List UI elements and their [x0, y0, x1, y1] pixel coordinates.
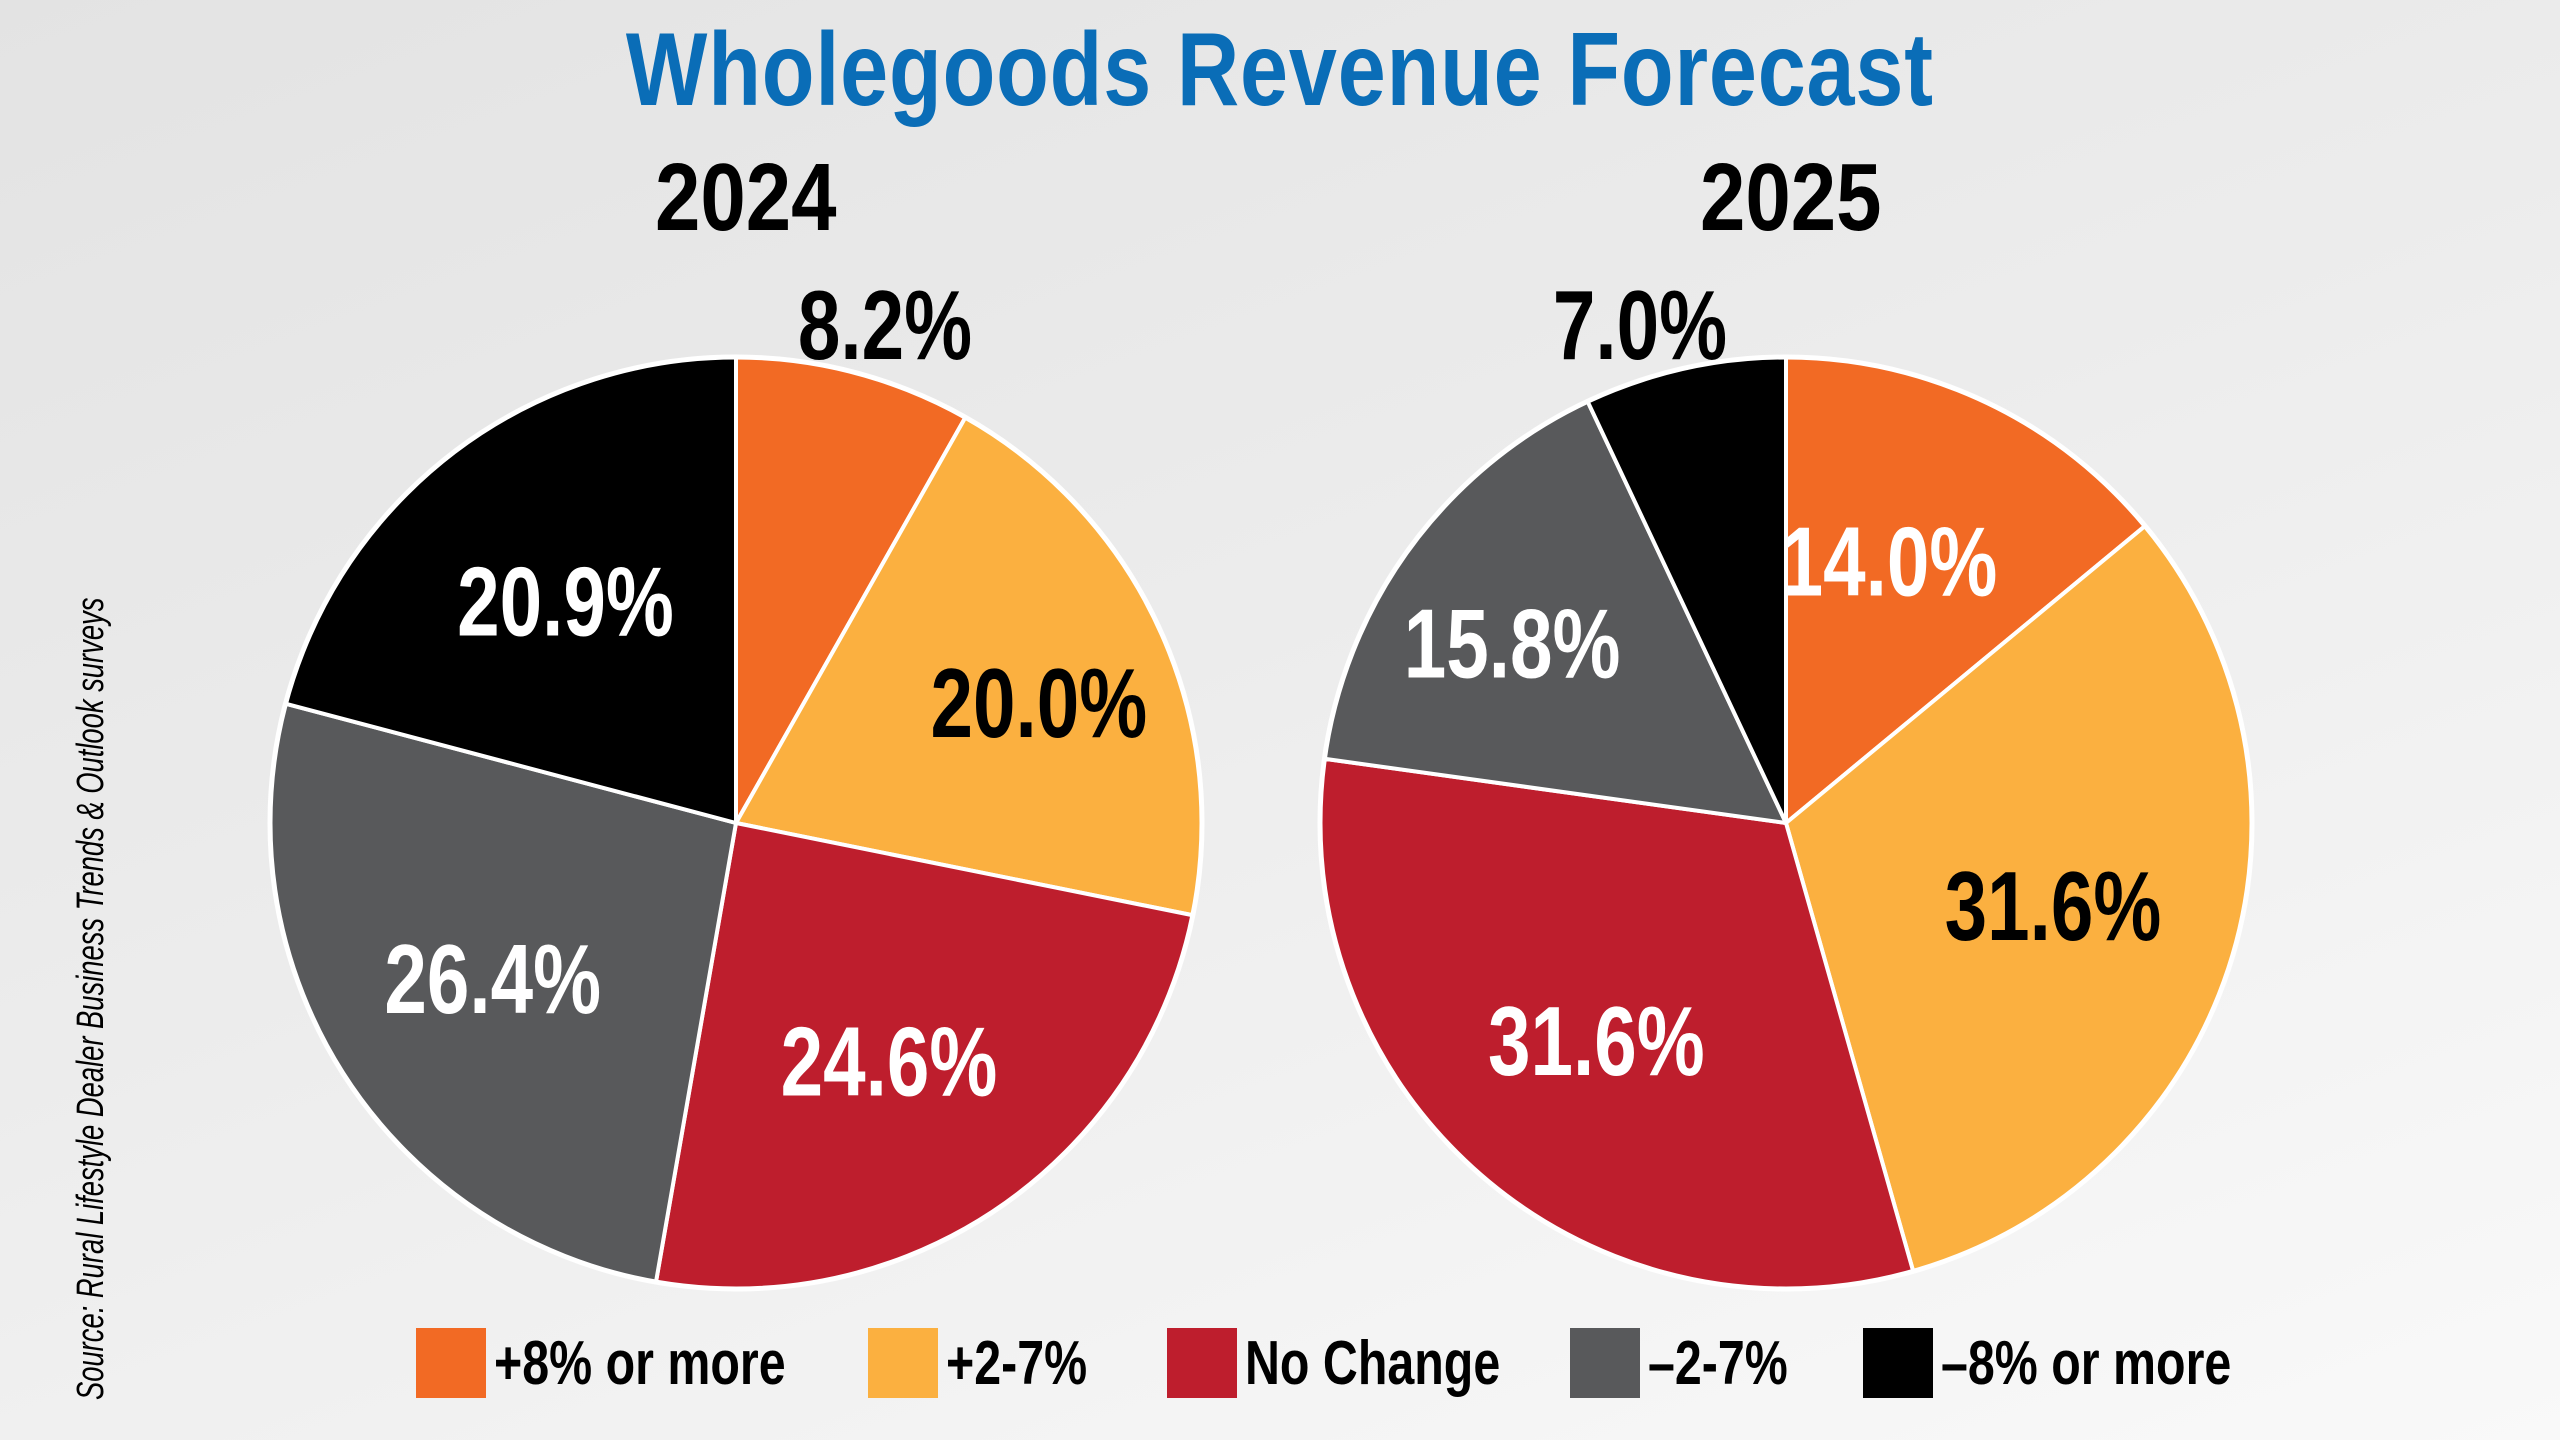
pie-outline-2025 — [1317, 354, 2255, 1292]
legend-swatch-plus-8 — [416, 1328, 486, 1398]
chart-title: Wholegoods Revenue Forecast — [626, 12, 1934, 128]
legend-item-minus-8: –8% or more — [1863, 1328, 2313, 1398]
pie-label-2025-plus-2-7: 31.6% — [1945, 851, 2162, 961]
legend-item-plus-8: +8% or more — [416, 1328, 868, 1398]
pie-title-2024-text: 2024 — [655, 144, 837, 251]
pie-title-2024: 2024 — [546, 150, 946, 246]
legend-label-minus-2-7: –2-7% — [1648, 1328, 1788, 1398]
pie-title-2025: 2025 — [1591, 150, 1991, 246]
legend-label-plus-2-7: +2-7% — [946, 1328, 1088, 1398]
pie-label-2024-plus-2-7: 20.0% — [930, 648, 1147, 758]
pie-label-2025-minus-8: 7.0% — [1553, 270, 1727, 380]
legend: +8% or more +2-7% No Change –2-7% –8% or… — [0, 1328, 2560, 1398]
legend-swatch-minus-2-7 — [1570, 1328, 1640, 1398]
chart-title-container: Wholegoods Revenue Forecast — [0, 18, 2560, 122]
pie-chart-2025: 14.0% 31.6% 31.6% 15.8% 7.0% — [1317, 270, 2255, 1292]
pie-outline-2024 — [267, 354, 1205, 1292]
pie-label-2024-minus-2-7: 26.4% — [384, 924, 601, 1034]
pie-label-2024-no-change: 24.6% — [781, 1006, 998, 1116]
legend-swatch-no-change — [1167, 1328, 1237, 1398]
legend-item-minus-2-7: –2-7% — [1570, 1328, 1827, 1398]
legend-swatch-plus-2-7 — [868, 1328, 938, 1398]
legend-label-minus-8: –8% or more — [1941, 1328, 2232, 1398]
legend-item-no-change: No Change — [1167, 1328, 1572, 1398]
legend-label-no-change: No Change — [1245, 1328, 1501, 1398]
pie-label-2024-minus-8: 20.9% — [457, 546, 674, 656]
legend-label-plus-8: +8% or more — [494, 1328, 786, 1398]
pie-label-2024-plus-8: 8.2% — [798, 270, 972, 380]
pie-chart-2024: 8.2% 20.0% 24.6% 26.4% 20.9% — [267, 270, 1205, 1292]
legend-item-plus-2-7: +2-7% — [868, 1328, 1127, 1398]
pie-label-2025-plus-8: 14.0% — [1781, 506, 1998, 616]
pie-label-2025-no-change: 31.6% — [1488, 986, 1705, 1096]
pie-title-2025-text: 2025 — [1700, 144, 1882, 251]
legend-swatch-minus-8 — [1863, 1328, 1933, 1398]
pie-label-2025-minus-2-7: 15.8% — [1404, 588, 1621, 698]
